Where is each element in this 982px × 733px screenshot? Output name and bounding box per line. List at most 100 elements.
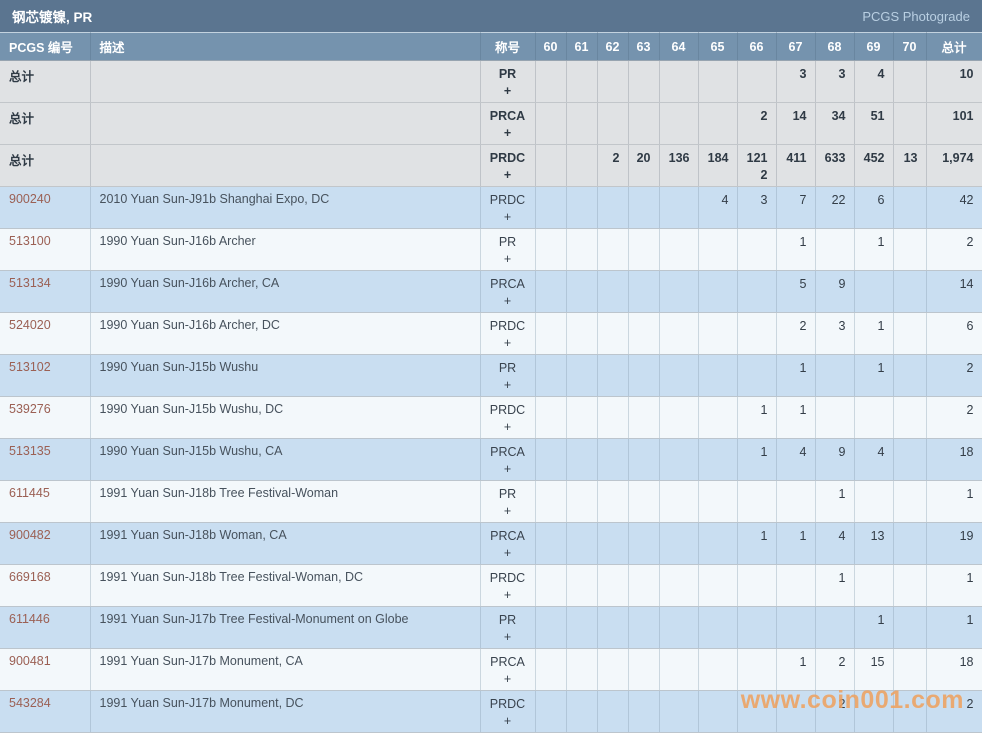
cell-pcgs-number: 总计 [0, 102, 91, 145]
cell-pcgs-number: 524020 [0, 312, 91, 355]
cell-grade-64 [659, 312, 699, 355]
cell-grade-60 [535, 606, 567, 649]
cell-grade-65 [698, 606, 738, 649]
cell-designation: PR + [480, 60, 536, 103]
coin-row: 611446 1991 Yuan Sun-J17b Tree Festival-M… [0, 606, 982, 649]
cell-grade-70 [893, 606, 927, 649]
cell-grade-65 [698, 60, 738, 103]
pcgs-number-link[interactable]: 513135 [9, 444, 51, 458]
cell-grade-65 [698, 480, 738, 523]
cell-grade-67: 1 [776, 648, 816, 691]
pcgs-number-link[interactable]: 543284 [9, 696, 51, 710]
cell-grade-68: 9 [815, 438, 855, 481]
page-title: 钢芯镀镍, PR [12, 10, 93, 25]
cell-grade-65 [698, 270, 738, 313]
cell-coin-description [90, 60, 481, 103]
cell-grade-69: 1 [854, 606, 894, 649]
pcgs-number-link[interactable]: 611445 [9, 486, 50, 500]
cell-grade-61 [566, 690, 598, 733]
cell-grade-70 [893, 354, 927, 397]
cell-row-total: 1,974 [926, 144, 982, 187]
cell-coin-description [90, 102, 481, 145]
pcgs-number-link[interactable]: 524020 [9, 318, 51, 332]
total-row: 总计 PR + 3 3 4 10 [0, 60, 982, 103]
cell-grade-68: 3 [815, 312, 855, 355]
cell-grade-64: 136 [659, 144, 699, 187]
cell-grade-68: 2 [815, 648, 855, 691]
pcgs-number-link[interactable]: 900240 [9, 192, 51, 206]
cell-grade-66 [737, 564, 777, 607]
cell-grade-69: 51 [854, 102, 894, 145]
cell-grade-65 [698, 354, 738, 397]
cell-pcgs-number: 539276 [0, 396, 91, 439]
cell-grade-60 [535, 312, 567, 355]
cell-grade-64 [659, 606, 699, 649]
cell-grade-63 [628, 522, 660, 565]
cell-coin-description: 1991 Yuan Sun-J18b Tree Festival-Woman, … [90, 564, 481, 607]
cell-grade-68 [815, 396, 855, 439]
cell-grade-60 [535, 144, 567, 187]
cell-grade-66 [737, 354, 777, 397]
cell-coin-description: 1991 Yuan Sun-J17b Monument, CA [90, 648, 481, 691]
pcgs-number-link[interactable]: 539276 [9, 402, 51, 416]
coin-row: 539276 1990 Yuan Sun-J15b Wushu, DC PRDC + 1… [0, 396, 982, 439]
cell-grade-66 [737, 270, 777, 313]
cell-grade-61 [566, 228, 598, 271]
cell-row-total: 1 [926, 480, 982, 523]
cell-grade-66: 121 2 [737, 144, 777, 187]
pcgs-photograde-link[interactable]: PCGS Photograde [862, 8, 970, 24]
pcgs-number-link[interactable]: 900481 [9, 654, 51, 668]
pcgs-number-link[interactable]: 669168 [9, 570, 51, 584]
coin-row: 543284 1991 Yuan Sun-J17b Monument, DC PRD… [0, 690, 982, 733]
cell-grade-64 [659, 354, 699, 397]
pcgs-number-link[interactable]: 611446 [9, 612, 50, 626]
pcgs-number-link[interactable]: 513102 [9, 360, 51, 374]
cell-grade-66 [737, 648, 777, 691]
cell-grade-61 [566, 354, 598, 397]
cell-pcgs-number: 513134 [0, 270, 91, 313]
cell-grade-69: 452 [854, 144, 894, 187]
cell-pcgs-number: 513102 [0, 354, 91, 397]
cell-grade-67: 1 [776, 228, 816, 271]
coin-row: 524020 1990 Yuan Sun-J16b Archer, DC PRDC +… [0, 312, 982, 355]
cell-row-total: 18 [926, 438, 982, 481]
table-header-row: PCGS 编号 描述 称号 60 61 62 63 64 65 66 67 68 69 70 总计 [0, 32, 982, 61]
cell-grade-61 [566, 312, 598, 355]
cell-grade-70 [893, 102, 927, 145]
pcgs-number-link[interactable]: 900482 [9, 528, 51, 542]
title-bar: 钢芯镀镍, PR PCGS Photograde [0, 0, 982, 32]
cell-grade-70 [893, 396, 927, 439]
cell-coin-description: 1990 Yuan Sun-J15b Wushu, DC [90, 396, 481, 439]
cell-designation: PR + [480, 606, 536, 649]
cell-grade-68: 633 [815, 144, 855, 187]
pcgs-number-link[interactable]: 513134 [9, 276, 51, 290]
cell-grade-66: 1 [737, 396, 777, 439]
cell-grade-70 [893, 522, 927, 565]
cell-grade-63: 20 [628, 144, 660, 187]
cell-grade-62 [597, 690, 629, 733]
cell-grade-64 [659, 270, 699, 313]
cell-row-total: 1 [926, 606, 982, 649]
cell-grade-63 [628, 228, 660, 271]
cell-grade-65 [698, 102, 738, 145]
cell-grade-64 [659, 438, 699, 481]
cell-grade-70 [893, 480, 927, 523]
pcgs-number-link[interactable]: 513100 [9, 234, 51, 248]
cell-pcgs-number: 611445 [0, 480, 91, 523]
header-grade-60: 60 [535, 32, 567, 61]
cell-grade-63 [628, 102, 660, 145]
cell-grade-63 [628, 438, 660, 481]
cell-grade-64 [659, 228, 699, 271]
cell-grade-67: 2 [776, 312, 816, 355]
cell-grade-69: 4 [854, 438, 894, 481]
cell-grade-65: 184 [698, 144, 738, 187]
cell-pcgs-number: 513135 [0, 438, 91, 481]
cell-coin-description: 1990 Yuan Sun-J15b Wushu, CA [90, 438, 481, 481]
cell-grade-67: 1 [776, 354, 816, 397]
cell-grade-69: 15 [854, 648, 894, 691]
cell-grade-68: 34 [815, 102, 855, 145]
cell-pcgs-number: 669168 [0, 564, 91, 607]
cell-grade-67: 3 [776, 60, 816, 103]
total-row-label: 总计 [9, 112, 35, 126]
cell-coin-description: 1991 Yuan Sun-J18b Tree Festival-Woman [90, 480, 481, 523]
